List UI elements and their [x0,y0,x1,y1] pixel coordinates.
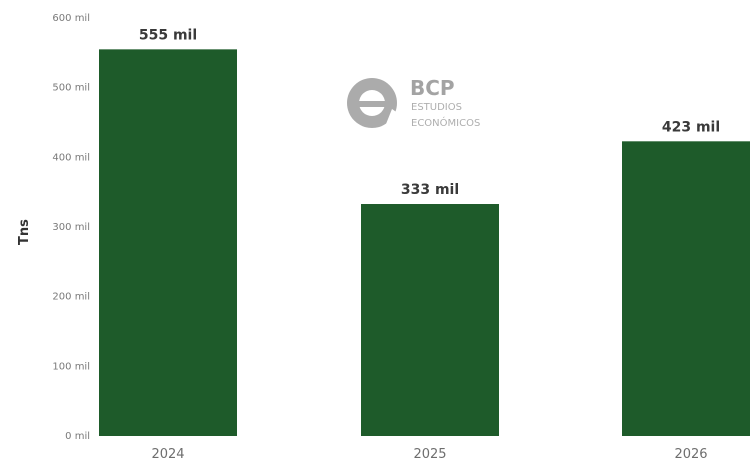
data-label-2025: 333 mil [401,182,459,198]
y-tick-label: 500 mil [52,83,90,94]
bcp-e-icon [347,78,402,128]
data-label-2026: 423 mil [662,119,720,135]
data-label-2024: 555 mil [139,27,197,43]
y-axis-title: Tns [17,219,32,245]
bcp-logo-line2: ECONÓMICOS [411,116,480,129]
y-tick-label: 300 mil [52,222,90,233]
bcp-logo-brand: BCP [410,76,455,100]
bar-2025 [361,204,499,436]
bcp-logo: BCP ESTUDIOS ECONÓMICOS [347,76,480,129]
bars-group [99,49,750,436]
y-tick-label: 0 mil [65,431,90,442]
bcp-logo-line1: ESTUDIOS [411,102,462,113]
y-tick-label: 100 mil [52,361,90,372]
x-tick-label-2024: 2024 [151,447,184,462]
y-tick-label: 200 mil [52,292,90,303]
bar-2026 [622,141,750,436]
bar-2024 [99,49,237,436]
x-tick-label-2026: 2026 [674,447,707,462]
data-labels: 555 mil 333 mil 423 mil [139,27,720,198]
x-tick-label-2025: 2025 [413,447,446,462]
y-tick-label: 400 mil [52,152,90,163]
x-axis-labels: 2024 2025 2026 [151,447,707,462]
y-axis-ticks: 0 mil 100 mil 200 mil 300 mil 400 mil 500 mil… [52,13,90,442]
y-tick-label: 600 mil [52,13,90,24]
